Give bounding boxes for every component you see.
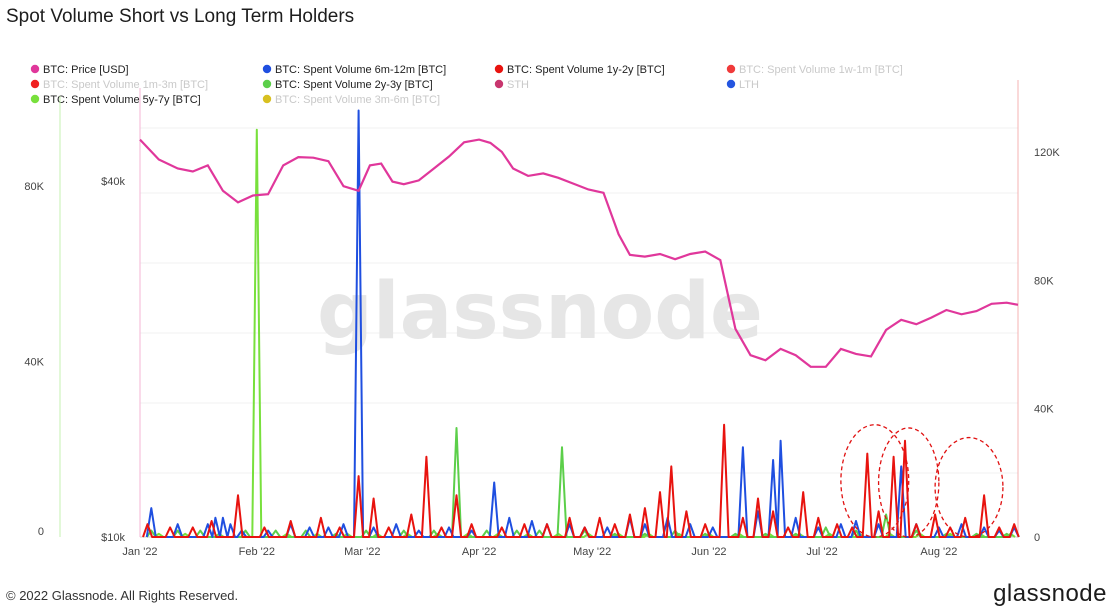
right-tick-label: 80K [1034,275,1054,287]
x-tick-label: Jul '22 [806,546,837,558]
legend-marker [494,79,504,89]
left-tick-label: 80K [24,181,44,193]
right-tick-label: 40K [1034,404,1054,416]
legend-marker [262,79,272,89]
x-tick-label: Feb '22 [239,546,275,558]
legend-item: BTC: Price [USD] [30,64,129,76]
legend-label: LTH [739,79,759,91]
price-line [139,138,1019,368]
legend-label: BTC: Spent Volume 5y-7y [BTC] [43,94,201,106]
legend-label: BTC: Spent Volume 2y-3y [BTC] [275,79,433,91]
x-tick-label: Jan '22 [122,546,157,558]
legend-item: BTC: Spent Volume 1y-2y [BTC] [494,64,665,76]
legend-item: BTC: Spent Volume 3m-6m [BTC] [262,94,440,106]
chart-title: Spot Volume Short vs Long Term Holders [6,6,355,27]
legend-item: BTC: Spent Volume 1w-1m [BTC] [726,64,903,76]
legend-label: STH [507,79,529,91]
chart-area: BTC: Price [USD] BTC: Spent Volume 6m-12m… [24,64,1060,558]
x-tick-label: Mar '22 [344,546,380,558]
legend-marker [30,64,40,74]
annotation-layer [840,424,1004,538]
x-tick-label: Aug '22 [920,546,957,558]
legend-item: LTH [726,79,759,91]
legend-item: BTC: Spent Volume 6m-12m [BTC] [262,64,446,76]
glassnode-logo: glassnode [993,580,1107,607]
annotation-ellipse [934,436,1004,538]
x-tick-label: Apr '22 [462,546,497,558]
legend-label: BTC: Spent Volume 6m-12m [BTC] [275,64,446,76]
series-layer [142,109,1020,538]
legend-label: BTC: Spent Volume 1m-3m [BTC] [43,79,208,91]
legend-marker [494,64,504,74]
legend-marker [30,79,40,89]
x-tick-label: May '22 [573,546,611,558]
watermark: glassnode [317,267,763,357]
right-tick-label: 0 [1034,532,1040,544]
legend-label: BTC: Spent Volume 3m-6m [BTC] [275,94,440,106]
legend-label: BTC: Spent Volume 1w-1m [BTC] [739,64,903,76]
series-line-1 [142,423,1020,538]
legend-marker [262,64,272,74]
legend-item: BTC: Spent Volume 1m-3m [BTC] [30,79,208,91]
legend-marker [30,94,40,104]
price-tick-label: $10k [101,532,125,544]
legend-label: BTC: Spent Volume 1y-2y [BTC] [507,64,665,76]
legend-item: BTC: Spent Volume 5y-7y [BTC] [30,94,201,106]
left-tick-label: 0 [38,526,44,538]
right-tick-label: 120K [1034,147,1060,159]
legend-marker [726,79,736,89]
legend: BTC: Price [USD] BTC: Spent Volume 6m-12m… [30,64,903,106]
axes: Jan '22 Feb '22 Mar '22 Apr '22 May '22 Jun '… [24,80,1060,558]
grid [140,127,1018,474]
legend-marker [726,64,736,74]
legend-marker [262,94,272,104]
legend-item: STH [494,79,529,91]
price-tick-label: $40k [101,176,125,188]
price-layer [139,138,1019,368]
left-tick-label: 40K [24,356,44,368]
legend-item: BTC: Spent Volume 2y-3y [BTC] [262,79,433,91]
copyright-text: © 2022 Glassnode. All Rights Reserved. [6,588,239,603]
x-tick-label: Jun '22 [691,546,726,558]
series-line-2 [145,427,1012,538]
annotation-ellipse [840,424,910,538]
legend-label: BTC: Price [USD] [43,64,129,76]
annotation-ellipse [877,427,940,538]
